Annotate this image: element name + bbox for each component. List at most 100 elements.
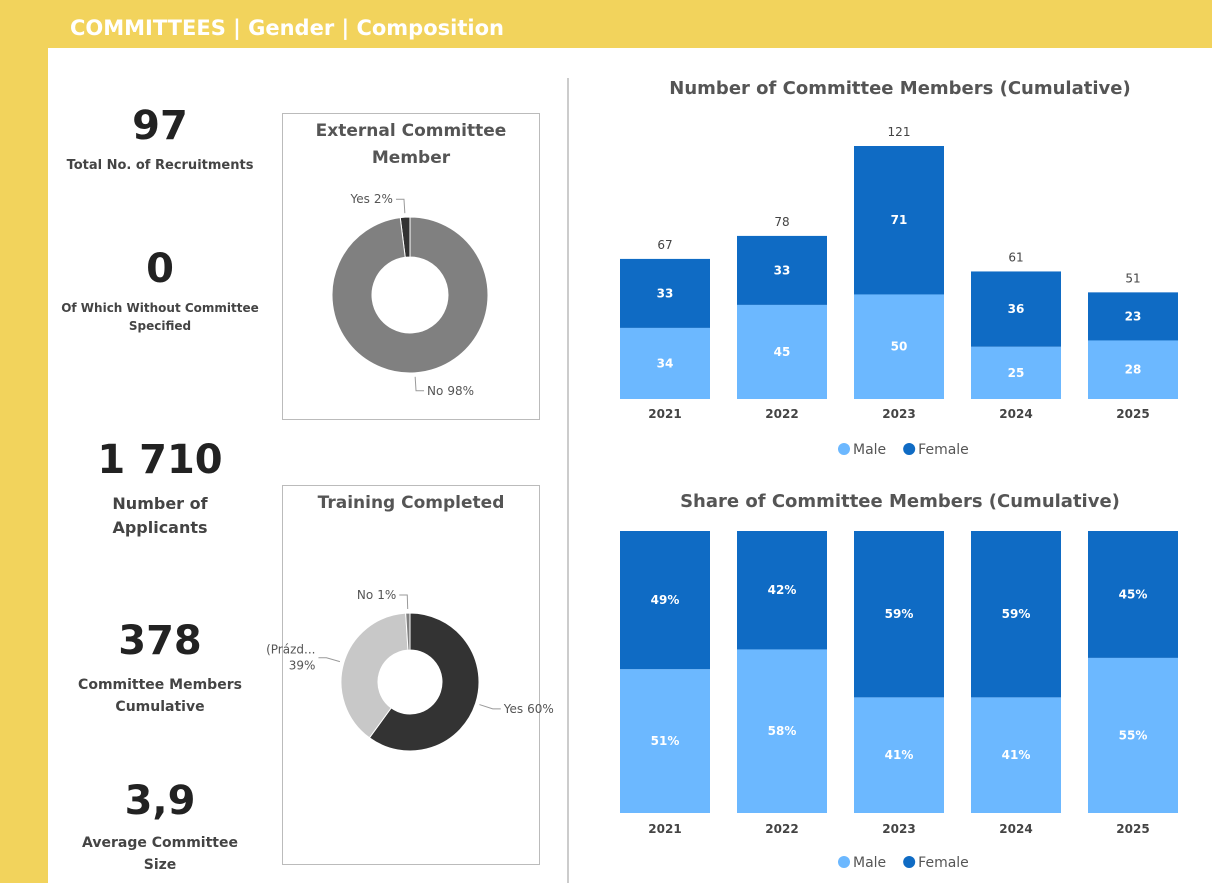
kpi-label: Total No. of Recruitments	[66, 158, 254, 173]
x-tick-label: 2022	[765, 407, 798, 421]
data-label: 58%	[768, 724, 797, 738]
data-label: 33	[774, 263, 791, 277]
value-label: 39%	[289, 659, 316, 673]
x-tick-label: 2024	[999, 407, 1032, 421]
chart-title: Share of Committee Members (Cumulative)	[680, 491, 1120, 512]
bar-segment	[971, 271, 1061, 347]
legend-swatch	[903, 443, 916, 455]
donut-slice	[368, 612, 480, 752]
x-tick-label: 2023	[882, 407, 915, 421]
kpi-value: 3,9	[124, 778, 196, 824]
bar-segment	[620, 669, 710, 813]
kpi-value: 378	[118, 618, 202, 664]
legend-label: Male	[853, 855, 886, 871]
donut-slice	[405, 612, 411, 651]
category-label: Yes	[503, 702, 523, 716]
data-label: Yes 60%	[503, 702, 554, 716]
kpi-label: Size	[143, 857, 177, 873]
data-label: No 98%	[427, 384, 474, 398]
value-label: 1%	[377, 588, 396, 602]
category-label: No	[427, 384, 443, 398]
data-label: 59%	[1002, 607, 1031, 621]
data-label: 45	[774, 345, 791, 359]
bar-segment	[737, 235, 827, 305]
data-label: 59%	[885, 607, 914, 621]
bar-segment	[971, 531, 1061, 698]
value-label: 98%	[447, 384, 474, 398]
divider	[567, 78, 569, 883]
donut-slice	[340, 612, 409, 739]
data-label: 50	[891, 340, 908, 354]
data-label: 45%	[1119, 587, 1148, 601]
x-tick-label: 2023	[882, 822, 915, 836]
data-label: 28	[1125, 363, 1142, 377]
page-title: COMMITTEES | Gender | Composition	[70, 16, 504, 40]
bar-segment	[854, 531, 944, 698]
x-tick-label: 2024	[999, 822, 1032, 836]
legend-swatch	[838, 856, 850, 868]
donut-slice	[331, 216, 489, 374]
x-tick-label: 2021	[648, 407, 681, 421]
total-label: 67	[657, 238, 672, 252]
kpi-label: Average Committee	[82, 835, 238, 851]
bar-segment	[737, 649, 827, 813]
leader-line	[414, 376, 425, 392]
chart-title: Number of Committee Members (Cumulative)	[669, 78, 1130, 99]
kpi-label: Committee Members	[78, 677, 242, 693]
kpi-value: 1 710	[97, 437, 223, 483]
data-label: 41%	[1002, 748, 1031, 762]
donut-box: Training Completed	[282, 485, 540, 865]
category-label: (Prázd...	[266, 643, 315, 657]
bar-segment	[854, 697, 944, 813]
data-label: 41%	[885, 748, 914, 762]
legend-swatch	[838, 443, 850, 455]
total-label: 61	[1008, 250, 1023, 264]
leader-line	[318, 657, 341, 663]
x-tick-label: 2025	[1116, 407, 1149, 421]
data-label: (Prázd... 39%	[266, 643, 315, 673]
data-label: 23	[1125, 309, 1142, 323]
bar-segment	[971, 697, 1061, 813]
kpi-label: Of Which Without Committee	[61, 301, 259, 315]
bar-segment	[1088, 657, 1178, 813]
leader-line	[399, 594, 409, 610]
data-label: 49%	[651, 593, 680, 607]
kpi-label: Specified	[128, 319, 192, 333]
data-label: 51%	[651, 734, 680, 748]
bar-segment	[1088, 292, 1178, 341]
chart-title: External Committee Member	[315, 121, 507, 168]
legend-label: Female	[918, 855, 969, 871]
kpi-label: Number of	[112, 494, 208, 513]
data-label: 42%	[768, 583, 797, 597]
data-label: No 1%	[357, 588, 396, 602]
chart-title: Training Completed	[317, 493, 505, 513]
kpi-label: Cumulative	[115, 699, 205, 715]
bar-segment	[620, 531, 710, 670]
value-label: 2%	[374, 192, 393, 206]
data-label: 34	[657, 356, 674, 370]
bar-segment	[854, 146, 944, 295]
legend-swatch	[903, 856, 916, 868]
total-label: 78	[774, 215, 789, 229]
bar-segment	[854, 294, 944, 399]
data-label: 25	[1008, 366, 1025, 380]
x-tick-label: 2025	[1116, 822, 1149, 836]
legend-label: Female	[918, 442, 969, 458]
bar-segment	[971, 346, 1061, 399]
bar-segment	[1088, 340, 1178, 399]
legend-label: Male	[853, 442, 886, 458]
x-tick-label: 2022	[765, 822, 798, 836]
bar-segment	[1088, 531, 1178, 658]
data-label: 55%	[1119, 728, 1148, 742]
category-label: No	[357, 588, 373, 602]
data-label: 71	[891, 213, 908, 227]
value-label: 60%	[527, 702, 554, 716]
kpi-value: 97	[132, 103, 188, 149]
bar-segment	[620, 327, 710, 399]
bar-segment	[737, 531, 827, 650]
data-label: 33	[657, 286, 674, 300]
category-label: Yes	[350, 192, 370, 206]
total-label: 51	[1125, 271, 1140, 285]
